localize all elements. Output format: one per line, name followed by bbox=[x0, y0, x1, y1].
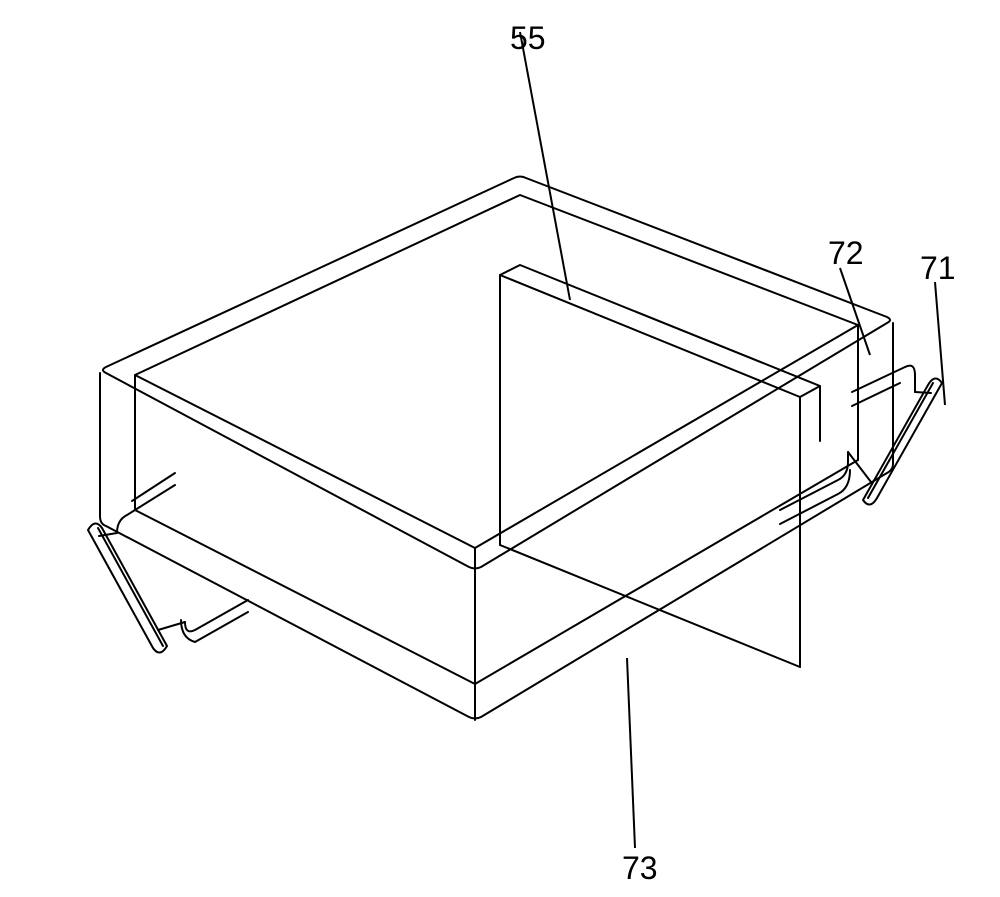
callout-label-55: 55 bbox=[510, 20, 546, 57]
callout-label-73: 73 bbox=[622, 850, 658, 887]
technical-diagram bbox=[0, 0, 1000, 897]
callout-label-72: 72 bbox=[828, 235, 864, 272]
callout-label-71: 71 bbox=[920, 250, 956, 287]
